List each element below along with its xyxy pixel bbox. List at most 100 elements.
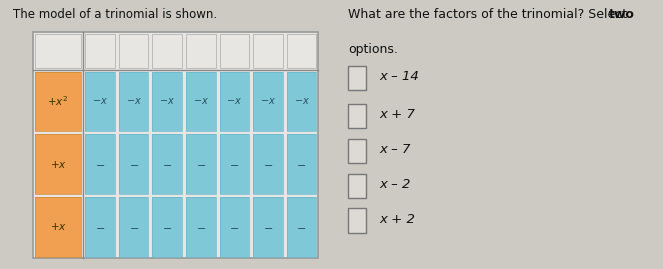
Text: $-$: $-$ xyxy=(196,159,206,169)
Text: x – 2: x – 2 xyxy=(379,178,410,191)
Text: What are the factors of the trinomial? Select: What are the factors of the trinomial? S… xyxy=(348,8,631,21)
Bar xyxy=(253,72,283,131)
Text: $+x$: $+x$ xyxy=(50,221,66,232)
Bar xyxy=(219,197,249,257)
Bar xyxy=(33,32,318,258)
Bar xyxy=(253,34,283,68)
Bar xyxy=(219,134,249,194)
Text: $+x^2$: $+x^2$ xyxy=(48,94,68,108)
Text: $-$: $-$ xyxy=(229,222,239,232)
Bar xyxy=(286,134,316,194)
Text: $-$: $-$ xyxy=(162,159,172,169)
Text: $-$: $-$ xyxy=(296,222,306,232)
Text: $-$: $-$ xyxy=(95,159,105,169)
Text: The model of a trinomial is shown.: The model of a trinomial is shown. xyxy=(13,8,217,21)
Bar xyxy=(34,134,82,194)
Text: $-x$: $-x$ xyxy=(294,96,310,106)
Bar xyxy=(348,208,366,233)
Bar xyxy=(152,197,182,257)
Text: $-$: $-$ xyxy=(196,222,206,232)
Bar xyxy=(219,134,249,194)
Text: $-x$: $-x$ xyxy=(193,96,209,106)
Bar xyxy=(34,34,82,68)
Text: $-$: $-$ xyxy=(129,222,139,232)
Bar xyxy=(186,134,215,194)
Bar xyxy=(119,197,149,257)
Bar xyxy=(186,134,215,194)
Bar xyxy=(34,72,82,131)
Bar xyxy=(253,197,283,257)
Text: $-x$: $-x$ xyxy=(159,96,175,106)
Bar xyxy=(85,72,115,131)
Bar xyxy=(85,134,115,194)
Bar xyxy=(219,34,249,68)
Bar xyxy=(119,72,149,131)
Bar xyxy=(85,134,115,194)
Bar xyxy=(152,134,182,194)
Bar xyxy=(286,197,316,257)
Text: $+x$: $+x$ xyxy=(50,159,66,169)
Bar xyxy=(219,72,249,131)
Text: $-$: $-$ xyxy=(263,222,273,232)
Bar xyxy=(286,197,316,257)
Bar xyxy=(85,197,115,257)
Bar xyxy=(85,197,115,257)
Bar xyxy=(286,72,316,131)
Text: options.: options. xyxy=(348,43,398,56)
Bar xyxy=(34,34,82,68)
Text: $-x$: $-x$ xyxy=(92,96,108,106)
Bar xyxy=(253,134,283,194)
Bar xyxy=(152,34,182,68)
Text: $-$: $-$ xyxy=(229,159,239,169)
Bar xyxy=(219,72,249,131)
Bar xyxy=(119,134,149,194)
Bar xyxy=(152,72,182,131)
Text: $-x$: $-x$ xyxy=(226,96,243,106)
Text: $-$: $-$ xyxy=(129,159,139,169)
Bar xyxy=(253,34,283,68)
Text: $-$: $-$ xyxy=(162,222,172,232)
Bar xyxy=(253,197,283,257)
Text: $-$: $-$ xyxy=(95,222,105,232)
Bar xyxy=(348,174,366,198)
Bar xyxy=(152,72,182,131)
Bar xyxy=(186,197,215,257)
Bar xyxy=(186,34,215,68)
Text: $-x$: $-x$ xyxy=(125,96,142,106)
Bar xyxy=(85,34,115,68)
Text: x + 2: x + 2 xyxy=(379,213,415,226)
Text: $-$: $-$ xyxy=(263,159,273,169)
Bar xyxy=(219,197,249,257)
Text: x + 7: x + 7 xyxy=(379,108,415,121)
Bar xyxy=(34,72,82,131)
Bar xyxy=(119,134,149,194)
Bar xyxy=(253,72,283,131)
Bar xyxy=(119,197,149,257)
Bar xyxy=(286,34,316,68)
Bar xyxy=(152,134,182,194)
Bar xyxy=(348,66,366,90)
Bar xyxy=(85,72,115,131)
Bar xyxy=(186,34,215,68)
Bar xyxy=(186,72,215,131)
Bar xyxy=(34,134,82,194)
Bar xyxy=(119,72,149,131)
Text: two: two xyxy=(609,8,634,21)
Bar xyxy=(253,134,283,194)
Bar xyxy=(219,34,249,68)
Bar xyxy=(286,72,316,131)
Text: $-x$: $-x$ xyxy=(260,96,276,106)
Bar xyxy=(152,34,182,68)
Bar xyxy=(286,134,316,194)
Bar xyxy=(119,34,149,68)
Text: x – 7: x – 7 xyxy=(379,143,410,156)
Bar xyxy=(186,72,215,131)
Bar xyxy=(286,34,316,68)
Bar xyxy=(348,139,366,163)
Bar xyxy=(348,104,366,128)
Bar xyxy=(186,197,215,257)
Bar xyxy=(85,34,115,68)
Bar xyxy=(34,197,82,257)
Bar xyxy=(34,197,82,257)
Text: $-$: $-$ xyxy=(296,159,306,169)
